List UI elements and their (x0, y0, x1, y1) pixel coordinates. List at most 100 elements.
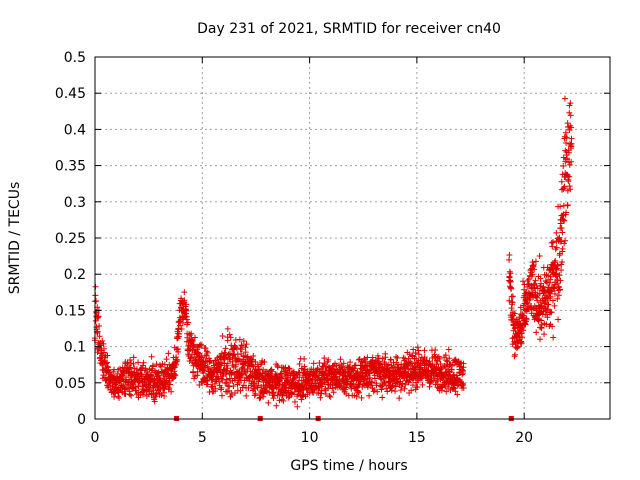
data-point (567, 100, 574, 107)
data-point (257, 361, 264, 368)
data-point (128, 392, 135, 399)
data-point (127, 356, 134, 363)
data-point (553, 273, 560, 280)
data-point (556, 286, 563, 293)
data-point (445, 346, 452, 353)
data-point (553, 244, 560, 251)
data-point (95, 314, 102, 321)
data-point (219, 332, 226, 339)
data-point (525, 306, 532, 313)
data-point (532, 258, 539, 265)
data-point (140, 359, 147, 366)
data-point (537, 280, 544, 287)
data-point (127, 364, 134, 371)
y-tick-label: 0.05 (55, 376, 86, 392)
data-point (547, 293, 554, 300)
data-point (376, 360, 383, 367)
x-tick-label: 15 (408, 430, 426, 446)
data-point (560, 162, 567, 169)
data-point (218, 384, 225, 391)
data-point (523, 316, 530, 323)
data-point (181, 289, 188, 296)
data-point (326, 392, 333, 399)
data-point (131, 365, 138, 372)
data-point (273, 402, 280, 409)
data-point (382, 354, 389, 361)
data-point (437, 360, 444, 367)
data-point (301, 356, 308, 363)
data-point (166, 384, 173, 391)
data-point (294, 403, 301, 410)
data-point (394, 354, 401, 361)
data-point (564, 202, 571, 209)
data-point (270, 395, 277, 402)
data-point (431, 351, 438, 358)
data-point (111, 393, 118, 400)
data-point (560, 217, 567, 224)
data-point (224, 325, 231, 332)
data-point (96, 322, 103, 329)
data-point (382, 379, 389, 386)
y-tick-label: 0 (77, 412, 86, 428)
data-point (267, 367, 274, 374)
data-point (542, 278, 549, 285)
data-point (104, 352, 111, 359)
data-point (174, 356, 181, 363)
data-point (415, 351, 422, 358)
data-point (543, 294, 550, 301)
data-point (186, 358, 193, 365)
data-point (558, 267, 565, 274)
data-point (183, 301, 190, 308)
y-tick-label: 0.5 (64, 50, 86, 66)
data-point (152, 393, 159, 400)
data-point (366, 392, 373, 399)
data-point (518, 340, 525, 347)
data-point (556, 272, 563, 279)
data-point (421, 347, 428, 354)
data-point (95, 313, 102, 320)
data-point (566, 161, 573, 168)
data-point (560, 184, 567, 191)
data-point (548, 309, 555, 316)
data-point (387, 368, 394, 375)
data-point (555, 316, 562, 323)
data-point (552, 246, 559, 253)
data-point (511, 353, 518, 360)
data-point (322, 391, 329, 398)
data-point (238, 342, 245, 349)
data-point (399, 380, 406, 387)
data-point (562, 129, 569, 136)
data-point (194, 349, 201, 356)
data-point (534, 297, 541, 304)
data-point (135, 359, 142, 366)
data-point (189, 338, 196, 345)
data-point (227, 350, 234, 357)
data-point (369, 354, 376, 361)
data-point (271, 392, 278, 399)
data-point (230, 383, 237, 390)
data-point (529, 271, 536, 278)
data-point (238, 371, 245, 378)
data-point (374, 388, 381, 395)
data-point (333, 373, 340, 380)
data-point (301, 366, 308, 373)
data-point (512, 351, 519, 358)
data-point (545, 301, 552, 308)
data-point (312, 376, 319, 383)
data-point (249, 357, 256, 364)
data-point (539, 303, 546, 310)
data-point (421, 354, 428, 361)
x-tick-label: 5 (198, 430, 207, 446)
data-point (158, 363, 165, 370)
data-point (452, 388, 459, 395)
data-point (387, 356, 394, 363)
data-point (506, 297, 513, 304)
data-point (532, 277, 539, 284)
data-point (432, 347, 439, 354)
data-point (165, 350, 172, 357)
data-point (568, 158, 575, 165)
data-point (256, 366, 263, 373)
data-point (401, 385, 408, 392)
data-point (516, 320, 523, 327)
